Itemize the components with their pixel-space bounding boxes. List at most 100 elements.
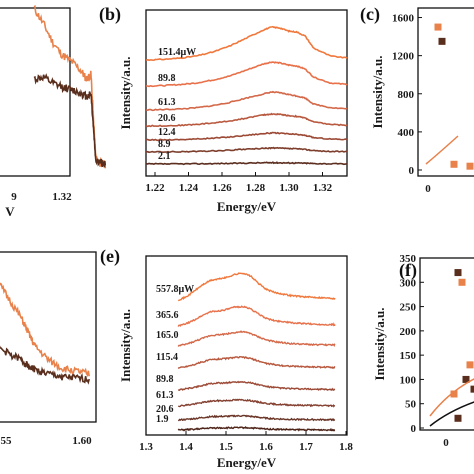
series-line-4 <box>145 131 348 142</box>
panel-c: (c) 1600 1200 800 400 00 Intensity/a.u. <box>360 4 474 195</box>
series-line-5 <box>178 398 336 408</box>
y-tick-label: 150 <box>400 350 417 362</box>
x-tick-label: 1.24 <box>179 182 199 194</box>
plot-frame <box>145 9 348 177</box>
series-label: 61.3 <box>158 97 176 108</box>
series-line-1 <box>33 73 107 168</box>
panel-d: 55 1.60 <box>0 251 97 447</box>
x-tick-label: 1.60 <box>72 435 92 447</box>
y-tick-label: 1600 <box>392 13 415 25</box>
x-tick-label: 1.7 <box>299 441 313 453</box>
data-point <box>450 160 458 168</box>
plot-frame <box>0 7 71 177</box>
series-line-6 <box>178 414 336 422</box>
series-line-5 <box>145 146 348 154</box>
x-tick-label: 1.6 <box>259 441 273 453</box>
y-axis-label: Intensity/a.u. <box>118 57 133 130</box>
x-tick-label: 1.4 <box>179 441 193 453</box>
data-point <box>470 385 474 393</box>
series-label: 20.6 <box>158 113 176 124</box>
y-tick-label: 800 <box>398 89 415 101</box>
series-label: 20.6 <box>156 404 174 415</box>
series-label: 115.4 <box>156 352 178 363</box>
x-tick-label: 0 <box>443 437 449 449</box>
series-label: 165.0 <box>156 330 179 341</box>
data-point <box>466 361 474 369</box>
series-label: 12.4 <box>158 127 176 138</box>
series-line-0 <box>145 25 348 62</box>
y-tick-label: 200 <box>400 326 417 338</box>
series-label: 89.8 <box>158 73 176 84</box>
y-tick-label: 1200 <box>392 51 415 63</box>
data-point <box>438 37 446 45</box>
y-tick-label: 50 <box>405 399 417 411</box>
data-point <box>434 23 442 31</box>
series-label: 1.9 <box>156 414 169 425</box>
y-tick-label: 400 <box>398 127 415 139</box>
data-point <box>454 269 462 277</box>
panel-a: 9 1.32 V <box>0 5 107 219</box>
y-tick-label: 250 <box>400 302 417 314</box>
series-line-3 <box>177 355 336 370</box>
data-point <box>454 414 462 422</box>
series-line-3 <box>145 112 348 128</box>
series-line-0 <box>177 272 336 302</box>
series-label: 2.1 <box>158 151 171 162</box>
plot-frame <box>419 257 474 431</box>
x-tick-label: 9 <box>11 191 17 203</box>
x-tick-label: 1.5 <box>219 441 233 453</box>
y-tick-label: 100 <box>400 374 417 386</box>
series-line-2 <box>177 330 336 348</box>
x-tick-label: 1.32 <box>52 191 72 203</box>
y-axis-label: Intensity/a.u. <box>372 308 387 381</box>
panel-f: (f)350 300 250 200 150 100 50 0 0 Intensity/a.u. <box>372 253 474 449</box>
x-tick-label: 1.32 <box>313 182 333 194</box>
x-tick-label: 1.26 <box>212 182 232 194</box>
series-label: 8.9 <box>158 139 171 150</box>
y-axis-label: Intensity/a.u. <box>118 309 133 382</box>
y-tick-label: 300 <box>400 277 417 289</box>
panel-label: (b) <box>99 4 121 25</box>
plot-frame <box>145 255 348 436</box>
data-point <box>458 278 466 286</box>
panel-label: (e) <box>100 246 120 267</box>
series-label: 151.4μW <box>158 47 196 58</box>
fit-curve <box>429 401 474 427</box>
y-tick-label: 0 <box>409 165 415 177</box>
series-line-2 <box>145 90 348 112</box>
series-line-7 <box>177 425 336 432</box>
series-line-4 <box>177 380 336 392</box>
series-line-1 <box>177 305 336 327</box>
series-label: 557.8μW <box>156 284 194 295</box>
x-tick-label: 1.3 <box>139 441 153 453</box>
fit-curve <box>425 135 459 165</box>
x-tick-label: 0 <box>425 183 431 195</box>
panel-b: (b) 151.4μW 89.8 61.3 20.6 12.48.92.1 1.22 1.24… <box>99 4 348 214</box>
series-label: 365.6 <box>156 310 179 321</box>
series-line-1 <box>0 345 90 385</box>
plot-frame <box>417 7 474 177</box>
series-line-1 <box>146 61 348 88</box>
x-tick-label: 55 <box>1 435 13 447</box>
x-tick-label: 1.30 <box>279 182 299 194</box>
y-axis-label: Intensity/a.u. <box>370 56 385 129</box>
series-line-0 <box>0 282 90 378</box>
series-line-6 <box>145 161 348 166</box>
x-tick-label: 1.8 <box>339 441 353 453</box>
data-point <box>462 375 470 383</box>
x-axis-label: Energy/eV <box>217 199 277 214</box>
data-point <box>466 162 474 170</box>
plot-frame <box>0 251 97 423</box>
panel-e: (e) 557.8μW 365.6 165.0 115.4 89.8 61.3 20.61.9… <box>100 246 353 470</box>
y-tick-label: 350 <box>400 253 417 265</box>
x-tick-label: 1.28 <box>246 182 266 194</box>
series-label: 89.8 <box>156 374 174 385</box>
series-label: 61.3 <box>156 390 174 401</box>
fit-curve <box>429 378 474 417</box>
x-axis-label: V <box>5 204 15 219</box>
y-tick-label: 0 <box>411 423 417 435</box>
panel-label: (c) <box>360 4 380 25</box>
panel-label: (f) <box>399 260 417 281</box>
data-point <box>450 390 458 398</box>
